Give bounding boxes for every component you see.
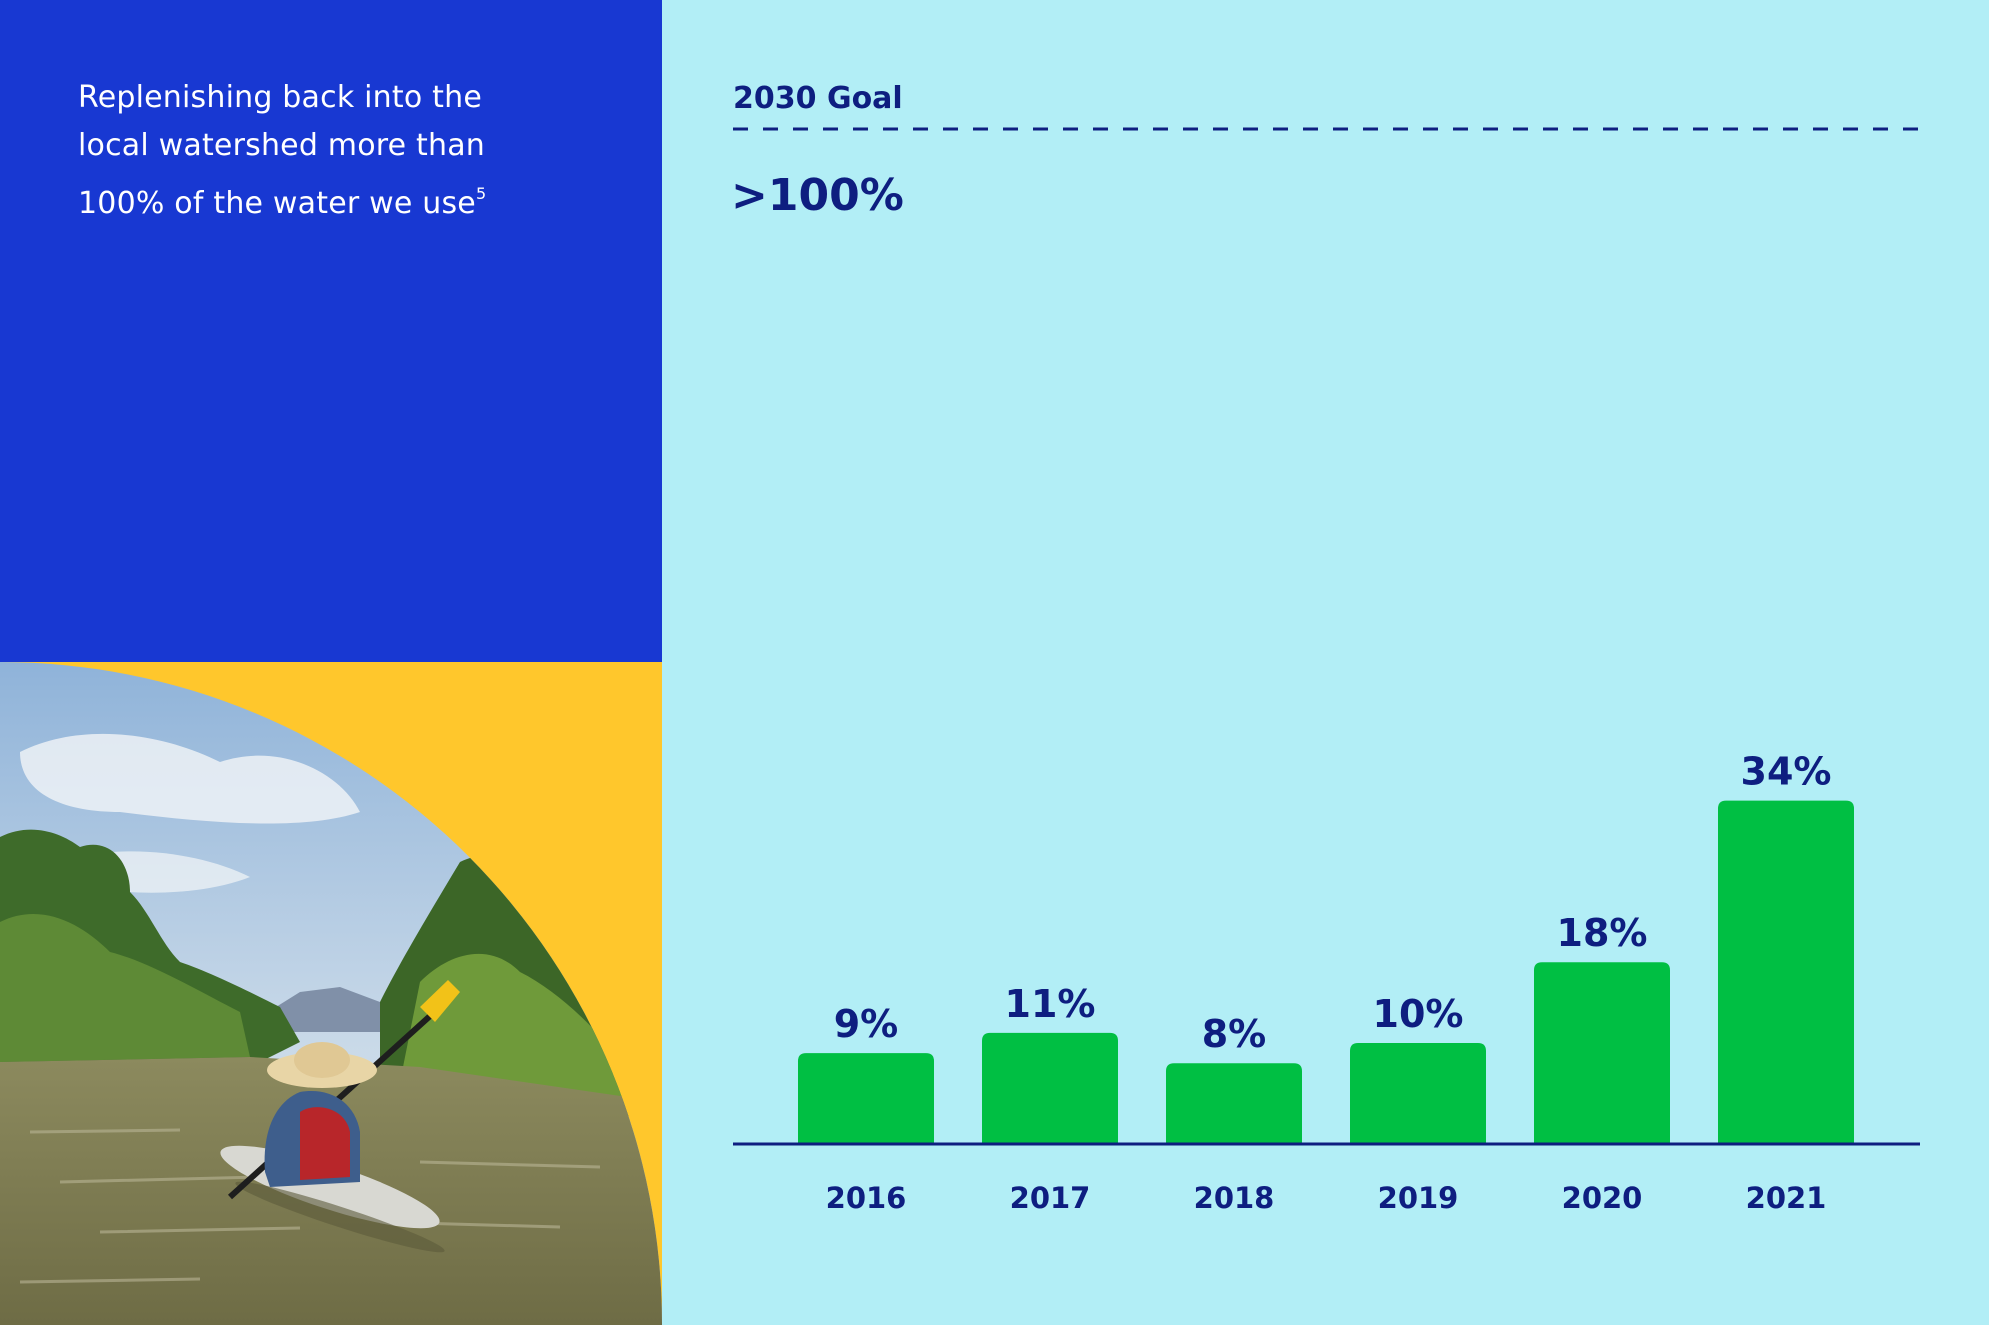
x-tick-label-2021: 2021 xyxy=(1746,1181,1827,1215)
value-label-2016: 9% xyxy=(834,1002,899,1046)
x-tick-label-2016: 2016 xyxy=(826,1181,907,1215)
intro-line-2: local watershed more than xyxy=(78,128,486,163)
photo-panel xyxy=(0,662,662,1325)
x-tick-label-2017: 2017 xyxy=(1010,1181,1091,1215)
value-label-2021: 34% xyxy=(1741,750,1832,794)
paddle-blade xyxy=(420,980,460,1022)
bars-group: 9% 2016 11% 2017 8% 2018 10% 2019 18% 2020 34% 2021 xyxy=(798,750,1854,1215)
bar-2019 xyxy=(1350,1043,1486,1144)
intro-panel: Replenishing back into the local watersh… xyxy=(0,0,662,662)
left-trees-highlight xyxy=(0,913,250,1062)
footnote-marker: 5 xyxy=(475,184,487,203)
bar-2021 xyxy=(1718,800,1854,1144)
hat-crown xyxy=(294,1042,350,1078)
chart-panel: 2030 Goal >100% 9% 2016 11% 2017 8% 2018 10% 20… xyxy=(662,0,1989,1325)
goal-label: 2030 Goal xyxy=(733,81,903,116)
bar-2020 xyxy=(1534,962,1670,1144)
bar-2016 xyxy=(798,1053,934,1144)
goal-value: >100% xyxy=(731,170,904,221)
bar-chart: 2030 Goal >100% 9% 2016 11% 2017 8% 2018 10% 20… xyxy=(662,0,1989,1325)
kayak-shadow xyxy=(235,1181,445,1253)
bar-2017 xyxy=(982,1032,1118,1144)
intro-line-3: 100% of the water we use xyxy=(78,186,476,221)
x-tick-label-2020: 2020 xyxy=(1562,1181,1643,1215)
cloud xyxy=(20,733,360,824)
kayaker-photo xyxy=(0,662,662,1325)
value-label-2017: 11% xyxy=(1005,982,1096,1026)
x-tick-label-2019: 2019 xyxy=(1378,1181,1459,1215)
value-label-2020: 18% xyxy=(1557,911,1648,955)
river-ripples xyxy=(19,1128,601,1284)
value-label-2019: 10% xyxy=(1373,992,1464,1036)
backpack xyxy=(300,1107,350,1180)
intro-line-1: Replenishing back into the xyxy=(78,80,482,115)
value-label-2018: 8% xyxy=(1202,1012,1267,1056)
bar-2018 xyxy=(1166,1063,1302,1144)
intro-text: Replenishing back into the local watersh… xyxy=(78,74,558,228)
x-tick-label-2018: 2018 xyxy=(1194,1181,1275,1215)
